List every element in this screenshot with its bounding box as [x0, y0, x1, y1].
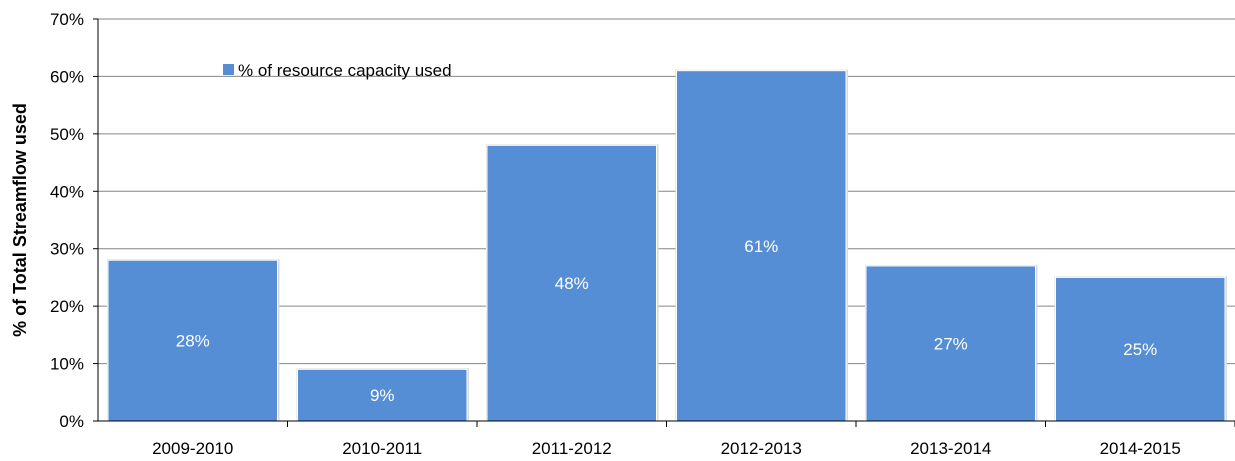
data-label: 9% [370, 386, 395, 405]
data-label: 28% [176, 332, 210, 351]
x-tick-label: 2014-2015 [1100, 439, 1181, 458]
x-tick-label: 2013-2014 [910, 439, 991, 458]
x-tick-label: 2010-2011 [342, 439, 422, 458]
y-tick-label: 60% [50, 67, 84, 86]
data-label: 48% [555, 274, 589, 293]
y-axis-label: % of Total Streamflow used [10, 103, 30, 337]
y-tick-label: 70% [50, 10, 84, 29]
data-label: 25% [1123, 340, 1157, 359]
x-tick-label: 2009-2010 [152, 439, 233, 458]
y-tick-label: 0% [59, 412, 84, 431]
y-tick-label: 10% [50, 355, 84, 374]
bar [486, 144, 657, 422]
y-tick-label: 50% [50, 125, 84, 144]
y-tick-label: 30% [50, 240, 84, 259]
y-axis-ticks: 0% 10% 20% 30% 40% 50% 60% 70% [50, 10, 98, 431]
bar [1055, 276, 1226, 422]
bars: 28% 9% 48% 61% 27% 25% [107, 69, 1227, 422]
y-tick-label: 40% [50, 182, 84, 201]
y-tick-label: 20% [50, 297, 84, 316]
legend: % of resource capacity used [223, 61, 452, 80]
legend-label: % of resource capacity used [238, 61, 452, 80]
bar [676, 70, 847, 422]
gridlines [98, 18, 1235, 365]
bar [107, 259, 278, 422]
data-label: 27% [934, 334, 968, 353]
data-label: 61% [744, 237, 778, 256]
legend-swatch [223, 64, 234, 75]
bar [297, 368, 468, 422]
x-axis-categories: 2009-2010 2010-2011 2011-2012 2012-2013 2013… [152, 421, 1235, 458]
x-tick-label: 2011-2012 [532, 439, 612, 458]
bar [865, 265, 1036, 422]
x-tick-label: 2012-2013 [721, 439, 802, 458]
